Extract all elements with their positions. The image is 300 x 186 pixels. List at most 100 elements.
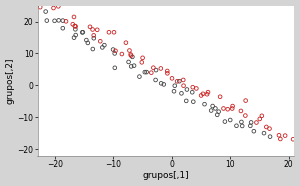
Point xyxy=(80,31,85,34)
Point xyxy=(260,114,264,117)
Point xyxy=(44,19,49,22)
Point xyxy=(112,31,116,34)
Point xyxy=(257,117,262,120)
Point xyxy=(194,87,199,90)
Point xyxy=(251,130,256,133)
Point xyxy=(73,34,78,37)
Point xyxy=(218,95,223,98)
Point xyxy=(213,107,218,110)
Point xyxy=(111,48,116,51)
Point xyxy=(254,121,259,124)
Point xyxy=(277,134,281,137)
Point xyxy=(129,54,134,57)
Point xyxy=(88,25,92,28)
Point xyxy=(199,94,203,97)
Point xyxy=(151,66,156,69)
Point xyxy=(206,91,210,94)
Point xyxy=(221,107,226,110)
Point xyxy=(149,71,154,74)
Point xyxy=(153,78,158,81)
Point xyxy=(210,105,215,108)
Point xyxy=(165,70,170,73)
Point xyxy=(158,67,163,70)
Point xyxy=(184,99,189,102)
Point xyxy=(267,127,272,130)
Point xyxy=(184,88,189,91)
Point xyxy=(216,110,221,113)
Point xyxy=(234,124,239,127)
Point xyxy=(84,39,89,42)
Point xyxy=(177,80,182,83)
Point xyxy=(73,28,78,31)
Point xyxy=(201,92,206,95)
Point xyxy=(230,107,235,110)
Point xyxy=(230,105,235,108)
Point xyxy=(264,126,269,129)
Point xyxy=(113,49,118,52)
Point xyxy=(262,132,266,135)
Point xyxy=(95,28,100,31)
Point xyxy=(128,53,133,56)
Point xyxy=(243,114,248,117)
Point xyxy=(56,19,61,22)
Point xyxy=(72,25,77,28)
Point xyxy=(52,19,57,22)
Point xyxy=(291,138,296,141)
Point xyxy=(240,124,244,127)
Point xyxy=(127,49,132,52)
Point xyxy=(85,41,90,44)
Point xyxy=(172,84,177,87)
Point xyxy=(140,56,145,59)
Point xyxy=(90,48,95,51)
Point xyxy=(161,83,166,86)
Point xyxy=(106,31,111,34)
Point xyxy=(70,23,75,26)
Point xyxy=(209,109,214,112)
Point xyxy=(243,99,248,102)
Point xyxy=(238,109,243,112)
Point xyxy=(130,55,135,58)
Point xyxy=(137,75,142,78)
Point xyxy=(64,20,68,23)
Point xyxy=(142,71,147,74)
Point xyxy=(60,27,65,30)
Point xyxy=(181,84,186,87)
Point xyxy=(126,60,131,63)
Point xyxy=(181,78,186,81)
Point xyxy=(249,121,254,124)
Point xyxy=(202,103,207,106)
Point xyxy=(190,91,195,94)
Point xyxy=(72,15,76,18)
Point xyxy=(60,19,65,22)
Point xyxy=(165,72,170,75)
Point xyxy=(228,118,232,121)
X-axis label: grupos[,1]: grupos[,1] xyxy=(143,171,189,180)
Point xyxy=(159,82,164,85)
Point xyxy=(154,69,158,72)
Point xyxy=(56,5,61,8)
Point xyxy=(172,90,176,93)
Point xyxy=(283,134,287,137)
Point xyxy=(90,28,95,31)
Point xyxy=(278,137,283,140)
Point xyxy=(205,93,209,96)
Point xyxy=(191,100,196,103)
Point xyxy=(169,77,174,80)
Point xyxy=(98,40,103,43)
Point xyxy=(132,64,136,67)
Point xyxy=(144,71,149,74)
Point xyxy=(38,6,43,9)
Point xyxy=(112,52,117,55)
Point xyxy=(112,66,117,69)
Point xyxy=(179,92,184,95)
Point xyxy=(80,31,85,34)
Point xyxy=(268,135,272,138)
Point xyxy=(102,44,107,47)
Point xyxy=(51,7,56,9)
Point xyxy=(92,37,96,40)
Point xyxy=(119,52,124,55)
Point xyxy=(225,108,230,111)
Point xyxy=(223,120,227,123)
Point xyxy=(190,86,195,89)
Point xyxy=(129,65,134,68)
